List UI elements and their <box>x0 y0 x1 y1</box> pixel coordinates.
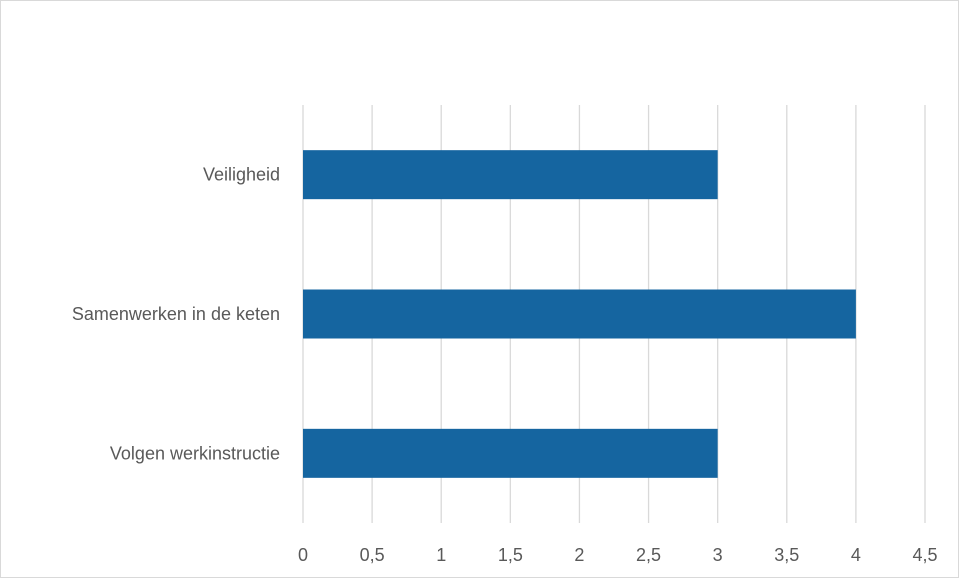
x-tick-label: 2,5 <box>636 545 661 565</box>
x-tick-label: 0,5 <box>360 545 385 565</box>
bar <box>303 428 718 478</box>
category-labels: Veiligheid Samenwerken in de keten Volgen … <box>72 165 280 464</box>
x-tick-label: 0 <box>298 545 308 565</box>
x-tick-label: 3,5 <box>774 545 799 565</box>
bar <box>303 289 856 339</box>
category-label: Samenwerken in de keten <box>72 304 280 324</box>
x-tick-label: 1 <box>436 545 446 565</box>
x-axis-tick-labels: 0 0,5 1 1,5 2 2,5 3 3,5 4 4,5 <box>298 545 938 565</box>
bars <box>303 150 856 478</box>
x-tick-label: 3 <box>713 545 723 565</box>
category-label: Volgen werkinstructie <box>110 443 280 463</box>
x-tick-label: 2 <box>574 545 584 565</box>
x-tick-label: 4 <box>851 545 861 565</box>
x-tick-label: 1,5 <box>498 545 523 565</box>
x-tick-label: 4,5 <box>912 545 937 565</box>
category-label: Veiligheid <box>203 165 280 185</box>
bar <box>303 150 718 200</box>
